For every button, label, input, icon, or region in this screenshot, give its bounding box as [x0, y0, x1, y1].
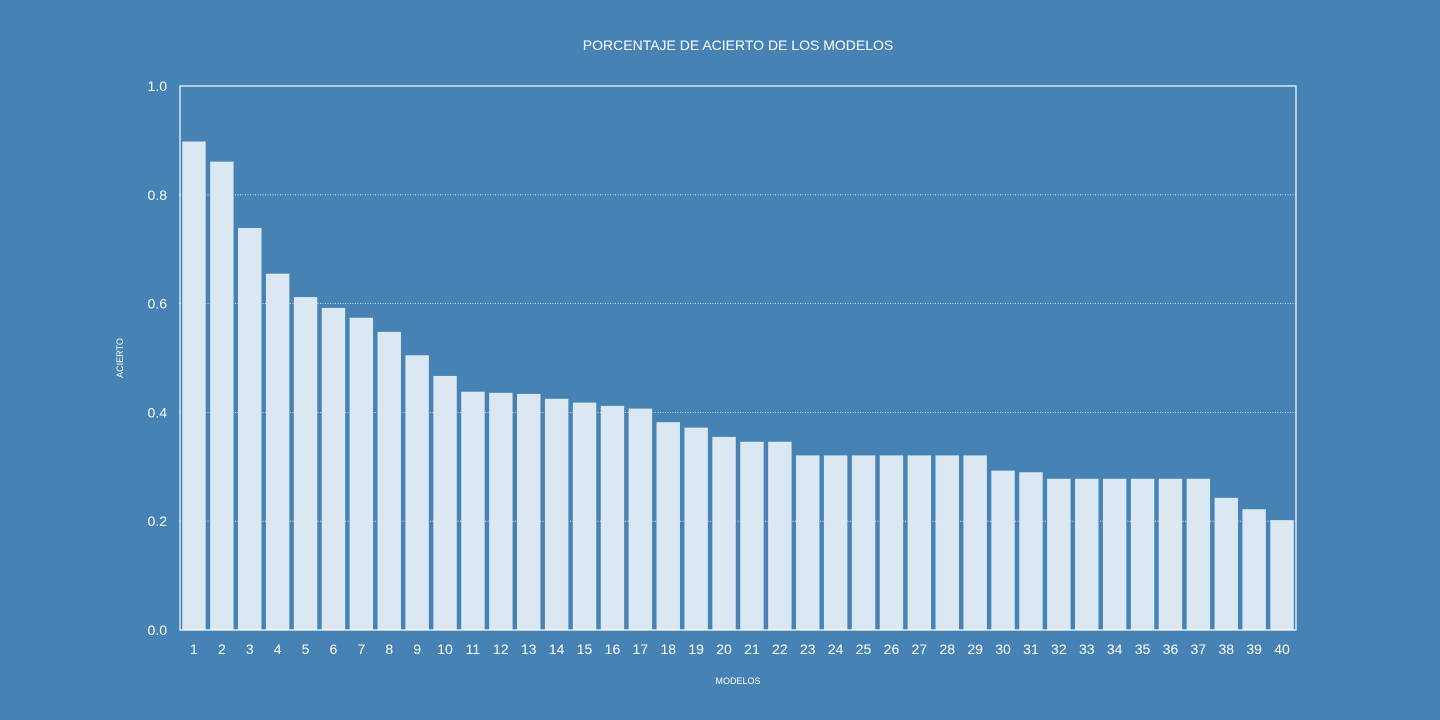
x-tick-label: 1: [190, 641, 198, 657]
bar-35: [1130, 478, 1155, 630]
x-tick-label: 3: [246, 641, 254, 657]
x-tick-label: 33: [1079, 641, 1095, 657]
bar-12: [489, 392, 513, 630]
y-tick-label: 0.0: [148, 622, 168, 638]
x-tick-label: 11: [466, 641, 481, 657]
bar-11: [461, 391, 485, 630]
bar-24: [823, 455, 848, 630]
x-tick-label: 21: [744, 641, 760, 657]
x-tick-label: 23: [800, 641, 816, 657]
bar-40: [1270, 520, 1294, 630]
bar-19: [684, 427, 708, 630]
bar-27: [907, 455, 932, 630]
x-tick-label: 9: [413, 641, 421, 657]
bar-29: [963, 455, 987, 630]
y-tick-label: 0.2: [148, 513, 168, 529]
x-tick-label: 5: [302, 641, 310, 657]
x-tick-label: 12: [493, 641, 509, 657]
bar-33: [1075, 478, 1099, 630]
chart-title: PORCENTAJE DE ACIERTO DE LOS MODELOS: [583, 37, 893, 53]
x-tick-label: 25: [856, 641, 872, 657]
bar-13: [517, 393, 541, 630]
x-tick-label: 27: [912, 641, 928, 657]
x-tick-labels: 1 2 3 4 5 6 7 8 9 10 11 12 13 14 15 16 17 18 19 20 21 22 23 24 2…: [190, 641, 1290, 657]
x-tick-label: 14: [549, 641, 565, 657]
bar-25: [851, 455, 876, 630]
bar-15: [572, 402, 597, 630]
bar-34: [1102, 478, 1127, 630]
bar-37: [1186, 478, 1211, 630]
x-tick-label: 28: [939, 641, 955, 657]
bar-38: [1214, 497, 1238, 630]
x-tick-label: 32: [1051, 641, 1067, 657]
bar-5: [293, 297, 318, 630]
bar-39: [1242, 509, 1266, 630]
y-tick-label: 0.8: [148, 187, 168, 203]
bar-1: [182, 141, 206, 630]
plot-frame: [179, 85, 1297, 631]
bar-26: [879, 455, 904, 630]
x-tick-label: 35: [1135, 641, 1151, 657]
x-tick-label: 34: [1107, 641, 1123, 657]
x-tick-label: 7: [357, 641, 365, 657]
x-tick-label: 39: [1246, 641, 1262, 657]
bar-8: [377, 331, 401, 630]
bar-28: [935, 455, 959, 630]
x-axis-label: MODELOS: [715, 676, 760, 686]
x-tick-label: 24: [828, 641, 844, 657]
bar-10: [433, 375, 457, 630]
x-tick-label: 10: [437, 641, 453, 657]
x-tick-label: 19: [688, 641, 704, 657]
x-tick-label: 38: [1218, 641, 1234, 657]
x-tick-label: 20: [716, 641, 732, 657]
bar-20: [712, 436, 736, 630]
x-tick-label: 15: [577, 641, 593, 657]
x-tick-label: 36: [1163, 641, 1179, 657]
bar-4: [265, 273, 290, 630]
x-tick-label: 18: [660, 641, 676, 657]
bar-21: [740, 441, 764, 630]
y-tick-label: 0.6: [148, 296, 168, 312]
x-tick-label: 2: [218, 641, 226, 657]
x-tick-label: 26: [884, 641, 900, 657]
bar-7: [349, 317, 374, 630]
grid-lines: [180, 194, 1296, 522]
x-tick-label: 31: [1023, 641, 1039, 657]
x-tick-label: 13: [521, 641, 537, 657]
x-tick-label: 17: [633, 641, 649, 657]
x-tick-label: 4: [274, 641, 282, 657]
bar-3: [238, 227, 262, 630]
y-tick-label: 0.4: [148, 404, 168, 420]
bar-22: [768, 441, 792, 630]
bar-2: [210, 161, 234, 630]
bar-32: [1047, 478, 1071, 630]
y-axis-label: ACIERTO: [115, 338, 125, 378]
y-tick-label: 1.0: [148, 78, 168, 94]
bar-31: [1019, 472, 1043, 630]
x-tick-label: 6: [330, 641, 338, 657]
x-tick-label: 40: [1274, 641, 1290, 657]
x-tick-label: 30: [995, 641, 1011, 657]
x-tick-label: 8: [385, 641, 393, 657]
bar-18: [656, 422, 680, 630]
bar-14: [544, 398, 569, 630]
x-tick-label: 37: [1191, 641, 1207, 657]
bar-6: [321, 307, 346, 630]
bar-17: [628, 408, 653, 630]
bar-16: [600, 405, 625, 630]
x-tick-label: 29: [967, 641, 983, 657]
bar-36: [1158, 478, 1183, 630]
bar-30: [991, 470, 1015, 630]
bar-23: [796, 455, 820, 630]
x-tick-label: 16: [605, 641, 621, 657]
x-tick-label: 22: [772, 641, 788, 657]
bars: [182, 141, 1294, 630]
bar-9: [405, 355, 429, 630]
y-tick-labels: 0.0 0.2 0.4 0.6 0.8 1.0: [148, 78, 168, 638]
